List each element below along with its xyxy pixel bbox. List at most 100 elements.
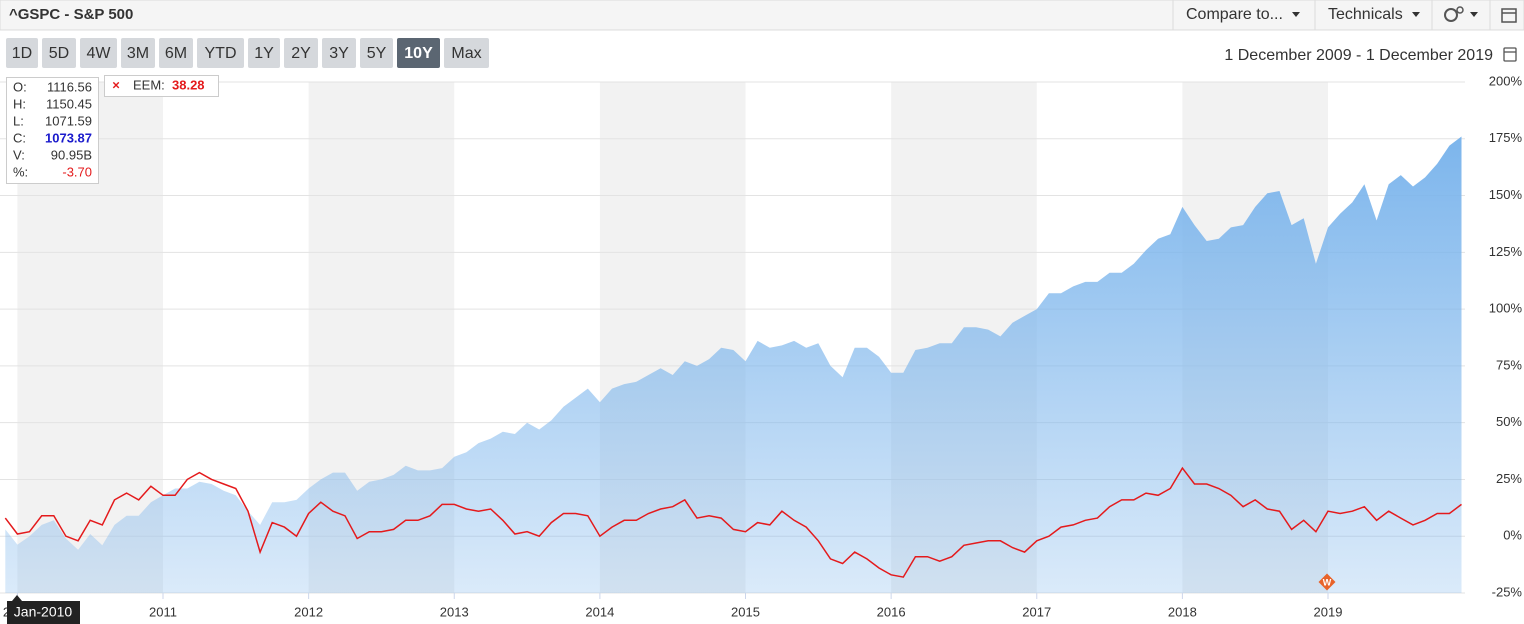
dropdown-arrow <box>1292 12 1300 17</box>
chip-value: 38.28 <box>172 77 205 92</box>
compare-button[interactable]: Compare to... <box>1186 6 1283 23</box>
range-button-bg <box>360 38 393 68</box>
range-button[interactable]: 1D <box>6 38 38 68</box>
range-button[interactable]: 6M <box>159 38 193 68</box>
y-tick-label: 25% <box>1496 471 1522 486</box>
area <box>5 136 1462 593</box>
range-button[interactable]: 4W <box>80 38 117 68</box>
y-tick-label: -25% <box>1492 584 1523 599</box>
chart-title: ^GSPC - S&P 500 <box>9 6 133 23</box>
calendar-icon <box>1503 47 1517 62</box>
range-button-label: 3M <box>127 45 149 62</box>
range-button-label: 3Y <box>329 45 349 62</box>
chip-bg <box>104 75 219 97</box>
range-button-bg <box>197 38 244 68</box>
plot-area: -25%0%25%50%75%100%125%150%175%200%20102… <box>0 73 1522 619</box>
x-tick-label: 2013 <box>440 604 469 619</box>
ohlc-value: 1116.56 <box>47 79 92 94</box>
x-tick-label: 2019 <box>1314 604 1343 619</box>
line <box>4 466 1462 578</box>
range-button-label: 2Y <box>291 45 311 62</box>
range-button-bg <box>159 38 193 68</box>
crosshair-label: Jan-2010 <box>14 604 73 620</box>
range-button-bg <box>80 38 117 68</box>
range-button-bg <box>322 38 356 68</box>
range-button-label: 6M <box>165 45 187 62</box>
y-tick-label: 150% <box>1489 187 1523 202</box>
range-button-label: 1D <box>12 45 32 62</box>
dropdown-arrow <box>1412 12 1420 17</box>
range-button-label: 4W <box>87 45 112 62</box>
compare-chip: × EEM: 38.28 <box>104 75 219 97</box>
chip-name: EEM: <box>133 77 165 92</box>
range-button-label: 5Y <box>367 45 387 62</box>
overlay: O: 1116.56 H: 1150.45 L: 1071.59 C: 1073.87 V: 90… <box>6 75 1336 624</box>
ohlc-value: -3.70 <box>62 164 92 179</box>
settings-button[interactable] <box>1444 6 1478 22</box>
range-button-label: 1Y <box>254 45 274 62</box>
range-button[interactable]: 5D <box>42 38 76 68</box>
ohlc-label: O: <box>13 79 27 94</box>
range-button[interactable]: Max <box>444 38 489 68</box>
range-button-bg <box>6 38 38 68</box>
x-tick-label: 2011 <box>149 604 177 619</box>
range-button[interactable]: 2Y <box>284 38 318 68</box>
ohlc-value: 1071.59 <box>45 113 92 128</box>
y-tick-label: 100% <box>1489 301 1523 316</box>
range-button[interactable]: 10Y <box>397 38 440 68</box>
ohlc-value: 90.95B <box>51 147 92 162</box>
event-flag-label: W <box>1323 577 1332 587</box>
y-tick-label: 200% <box>1489 73 1523 88</box>
y-tick-label: 125% <box>1489 244 1523 259</box>
range-button-label: 5D <box>49 45 69 62</box>
range-button-bg <box>397 38 440 68</box>
range-button-bg <box>248 38 280 68</box>
ohlc-label: L: <box>13 113 24 128</box>
date-range: 1 December 2009 - 1 December 2019 <box>1224 47 1493 64</box>
ohlc-label: %: <box>13 164 28 179</box>
event-flag <box>1318 573 1336 591</box>
y-tick-label: 50% <box>1496 414 1522 429</box>
range-buttons: 1D 5D 4W 3M 6M YTD 1Y 2Y 3Y 5Y 10Y Max <box>6 38 489 68</box>
range-button[interactable]: 3Y <box>322 38 356 68</box>
window-icon <box>1501 8 1517 23</box>
x-tick-label: 2012 <box>294 604 323 619</box>
gear-icon <box>1444 8 1458 22</box>
ohlc-value: 1150.45 <box>46 96 92 111</box>
x-tick-label: 2017 <box>1022 604 1051 619</box>
range-button-label: Max <box>451 45 481 62</box>
x-tick-label: 2014 <box>585 604 614 619</box>
crosshair-pointer <box>12 595 22 601</box>
gear-icon <box>1456 6 1464 14</box>
range-button[interactable]: 1Y <box>248 38 280 68</box>
y-tick-label: 75% <box>1496 357 1522 372</box>
range-button-bg <box>42 38 76 68</box>
y-tick-label: 0% <box>1503 528 1522 543</box>
ohlc-label: V: <box>13 147 25 162</box>
range-button-label: 10Y <box>404 45 433 62</box>
dropdown-arrow <box>1470 12 1478 17</box>
range-button[interactable]: 5Y <box>360 38 393 68</box>
x-tick-label: 2016 <box>877 604 906 619</box>
range-button-bg <box>444 38 489 68</box>
technicals-button[interactable]: Technicals <box>1328 6 1403 23</box>
chip-remove[interactable]: × <box>112 77 120 92</box>
range-button[interactable]: 3M <box>121 38 155 68</box>
x-tick-label: 2015 <box>731 604 760 619</box>
crosshair-box <box>7 601 80 624</box>
range-button-bg <box>121 38 155 68</box>
range-button-bg <box>284 38 318 68</box>
ohlc-label: C: <box>13 130 26 145</box>
header-bar <box>0 0 1524 31</box>
x-tick-label: 2018 <box>1168 604 1197 619</box>
y-tick-label: 175% <box>1489 130 1523 145</box>
range-button[interactable]: YTD <box>197 38 244 68</box>
range-button-label: YTD <box>205 45 237 62</box>
window-button[interactable] <box>1501 8 1517 23</box>
ohlc-value: 1073.87 <box>45 130 92 145</box>
ohlc-box <box>6 77 99 184</box>
ohlc-label: H: <box>13 96 26 111</box>
calendar-button[interactable] <box>1503 47 1517 62</box>
